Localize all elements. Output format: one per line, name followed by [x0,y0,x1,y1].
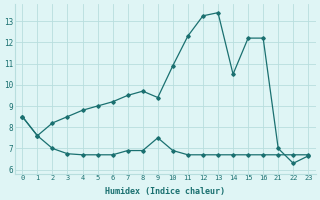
X-axis label: Humidex (Indice chaleur): Humidex (Indice chaleur) [105,187,225,196]
